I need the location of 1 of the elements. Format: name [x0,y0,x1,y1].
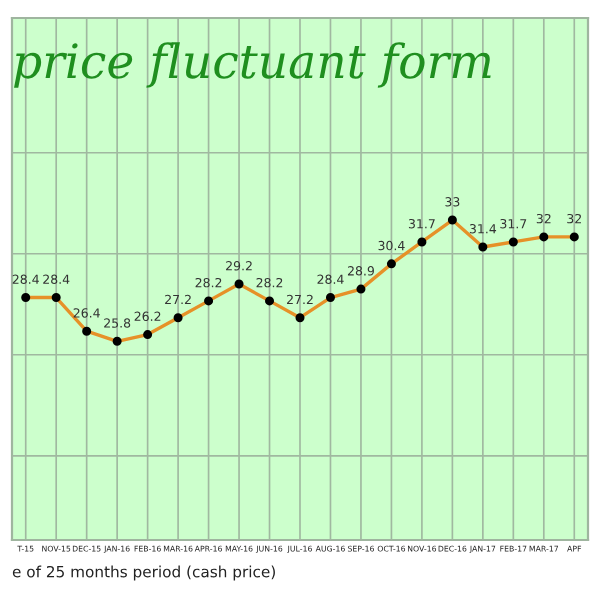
chart-title: price fluctuant form [14,42,491,88]
